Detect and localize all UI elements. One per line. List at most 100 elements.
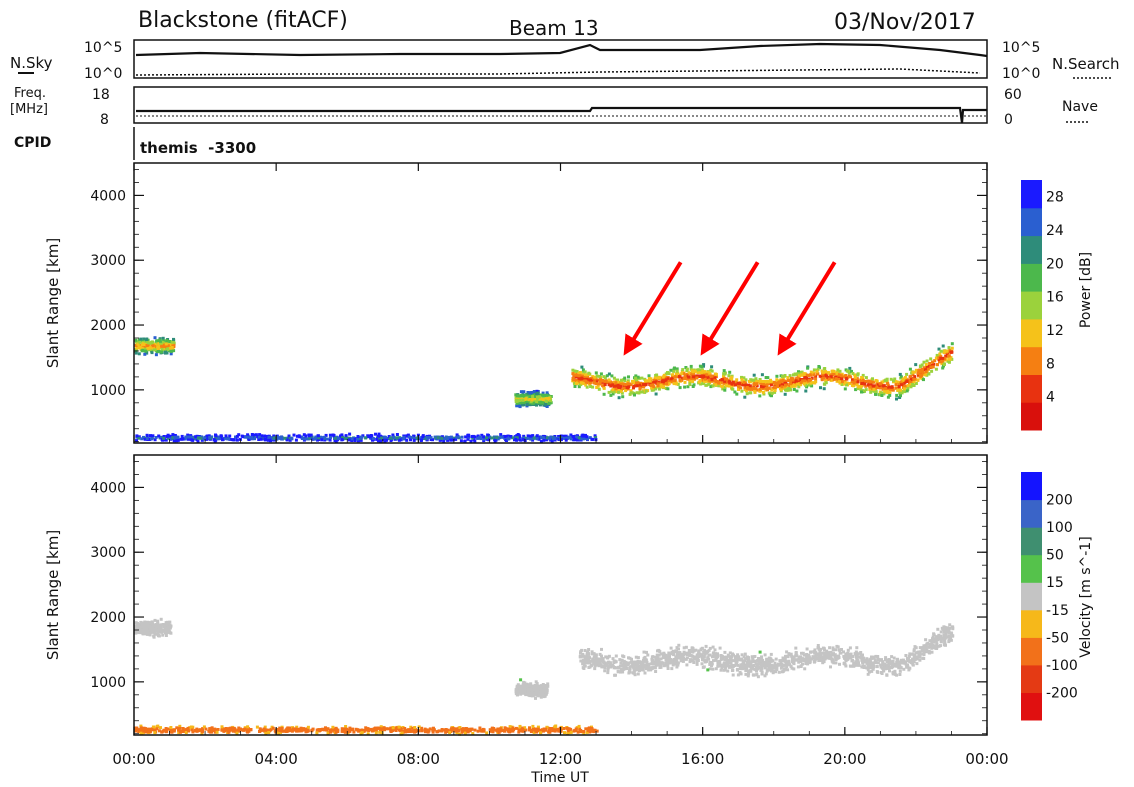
heatmap-cell [643, 658, 647, 662]
heatmap-cell [216, 437, 220, 441]
heatmap-cell [647, 374, 651, 378]
heatmap-cell [578, 729, 582, 733]
heatmap-cell [655, 373, 659, 377]
heatmap-cell [164, 634, 168, 637]
heatmap-cell [456, 729, 460, 733]
heatmap-cell [267, 731, 271, 734]
heatmap-cell [761, 390, 765, 394]
heatmap-cell [932, 644, 936, 648]
heatmap-cell [611, 657, 615, 661]
heatmap-cell [675, 375, 679, 379]
heatmap-cell [786, 668, 790, 672]
heatmap-cell [581, 368, 585, 372]
heatmap-cell [394, 437, 397, 441]
heatmap-cell [259, 437, 263, 441]
heatmap-cell [134, 729, 137, 733]
heatmap-cell [179, 437, 183, 441]
heatmap-cell [524, 397, 528, 401]
heatmap-cell [918, 370, 922, 374]
heatmap-cell [817, 365, 821, 368]
heatmap-cell [374, 432, 377, 436]
heatmap-cell [909, 385, 913, 389]
heatmap-cell [918, 365, 922, 368]
heatmap-cell [632, 391, 636, 395]
heatmap-cell [802, 382, 806, 386]
heatmap-cell [245, 435, 249, 439]
heatmap-cell [535, 682, 539, 686]
heatmap-cell [268, 729, 271, 733]
heatmap-cell [761, 382, 765, 386]
heatmap-cell [733, 390, 737, 394]
heatmap-cell [916, 371, 920, 375]
heatmap-cell [711, 374, 715, 378]
heatmap-cell [530, 391, 534, 394]
heatmap-cell [697, 370, 701, 374]
heatmap-cell [634, 655, 638, 659]
heatmap-cell [821, 370, 825, 374]
heatmap-cell [711, 645, 715, 649]
heatmap-cell [927, 372, 931, 376]
heatmap-cell [771, 671, 775, 675]
heatmap-cell [689, 364, 693, 368]
heatmap-cell [515, 434, 519, 438]
heatmap-cell [669, 368, 673, 372]
heatmap-cell [814, 375, 818, 379]
heatmap-cell [463, 439, 467, 443]
heatmap-cell [137, 352, 141, 356]
heatmap-cell [159, 341, 163, 345]
heatmap-cell [713, 379, 717, 383]
feature-0 [134, 617, 173, 639]
y-tick-label: 1000 [90, 383, 126, 399]
heatmap-cell [805, 385, 809, 389]
heatmap-cell [751, 658, 755, 662]
heatmap-cell [836, 368, 840, 372]
heatmap-cell [412, 436, 416, 440]
heatmap-cell [247, 729, 251, 733]
heatmap-cell [167, 622, 170, 626]
heatmap-cell [276, 435, 280, 439]
heatmap-cell [748, 380, 752, 384]
heatmap-cell [340, 727, 344, 731]
heatmap-cell [545, 391, 549, 395]
heatmap-cell [344, 725, 348, 728]
heatmap-cell [681, 368, 685, 372]
heatmap-cell [139, 724, 143, 728]
heatmap-cell [868, 380, 872, 384]
heatmap-cell [768, 656, 772, 660]
heatmap-cell [518, 685, 522, 689]
heatmap-cell [460, 435, 464, 439]
heatmap-cell [809, 373, 813, 377]
heatmap-cell [640, 668, 643, 672]
heatmap-cell [367, 728, 371, 732]
heatmap-cell [324, 726, 327, 730]
heatmap-cell [529, 682, 533, 686]
heatmap-cell [773, 389, 777, 392]
heatmap-cell [535, 400, 539, 404]
heatmap-cell [822, 646, 826, 650]
heatmap-cell [928, 645, 932, 648]
heatmap-cell [661, 661, 665, 665]
heatmap-cell [253, 437, 256, 441]
heatmap-cell [939, 356, 943, 360]
heatmap-cell [213, 727, 217, 731]
heatmap-cell [170, 346, 174, 350]
heatmap-cell [515, 684, 519, 688]
heatmap-cell [500, 729, 504, 732]
heatmap-cell [151, 434, 155, 438]
heatmap-cell [603, 663, 607, 667]
heatmap-cell [792, 655, 796, 659]
heatmap-cell [245, 729, 249, 733]
heatmap-cell [580, 365, 584, 369]
heatmap-cell [459, 439, 463, 443]
heatmap-cell [314, 435, 318, 439]
heatmap-cell [405, 730, 409, 734]
heatmap-cell [336, 730, 340, 733]
heatmap-cell [161, 344, 165, 348]
heatmap-cell [876, 658, 880, 661]
heatmap-cell [588, 436, 592, 440]
heatmap-cell [735, 392, 739, 396]
heatmap-cell [389, 726, 393, 730]
heatmap-cell [190, 727, 194, 731]
heatmap-cell [665, 660, 669, 663]
heatmap-cell [201, 727, 205, 731]
